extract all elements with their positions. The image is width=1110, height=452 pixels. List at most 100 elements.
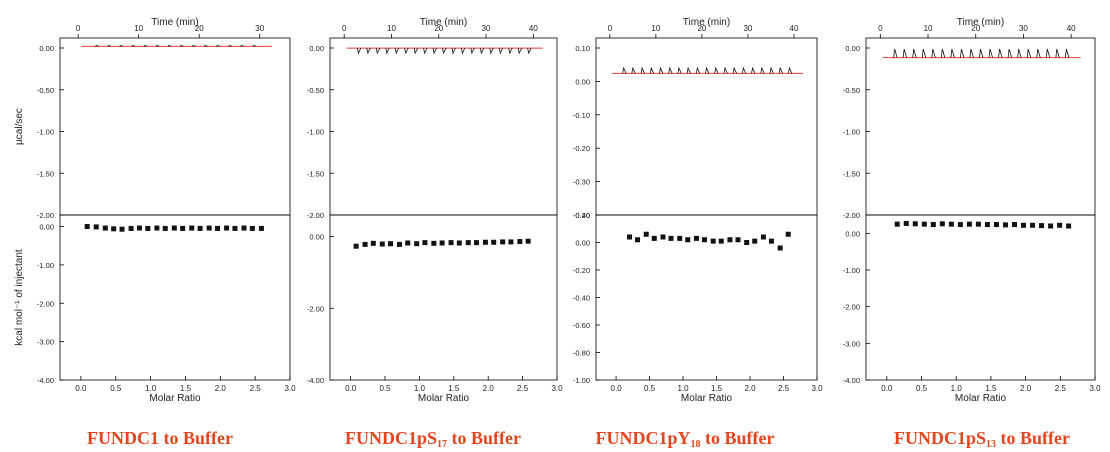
thermogram-y-tick-label: -1.00 (307, 128, 324, 137)
data-point (85, 224, 90, 229)
thermogram-y-tick-label: 0.10 (575, 44, 590, 53)
data-point (242, 226, 247, 231)
data-point (508, 239, 513, 244)
thermogram-y-tick-label: -1.50 (37, 169, 54, 178)
data-point (994, 222, 999, 227)
isotherm-y-tick-label: 0.00 (575, 239, 590, 248)
molar-ratio-tick-label: 0.0 (611, 384, 623, 393)
data-point (1030, 223, 1035, 228)
injection-peak (761, 68, 765, 73)
time-tick-label: 10 (134, 24, 143, 33)
injection-peak (770, 68, 774, 73)
data-point (967, 222, 972, 227)
data-point (180, 226, 185, 231)
injection-peak (405, 48, 409, 53)
caption-tail: to Buffer (701, 428, 775, 448)
time-axis-label: Time (min) (151, 17, 198, 28)
data-point (440, 240, 445, 245)
injection-peak (1008, 49, 1012, 58)
molar-ratio-tick-label: 1.5 (711, 384, 723, 393)
data-point (189, 226, 194, 231)
injection-peak (386, 48, 390, 53)
injection-peak (706, 68, 710, 73)
data-point (1048, 224, 1053, 229)
molar-ratio-tick-label: 1.5 (180, 384, 192, 393)
isotherm-y-tick-label: -2.00 (37, 299, 54, 308)
injection-peak (1065, 49, 1069, 58)
data-point (354, 244, 359, 249)
data-point (786, 232, 791, 237)
molar-ratio-tick-label: 1.5 (985, 384, 997, 393)
molar-ratio-tick-label: 0.0 (75, 384, 87, 393)
molar-ratio-tick-label: 1.0 (145, 384, 157, 393)
time-tick-label: 0 (342, 24, 347, 33)
time-tick-label: 30 (743, 24, 752, 33)
thermogram-frame (866, 38, 1095, 215)
data-point (491, 240, 496, 245)
data-point (761, 235, 766, 240)
injection-peak (894, 49, 898, 58)
data-point (137, 226, 142, 231)
time-axis-label: Time (min) (683, 17, 730, 28)
isotherm-y-tick-label: -1.00 (37, 261, 54, 270)
data-point (397, 242, 402, 247)
molar-ratio-axis-label: Molar Ratio (418, 393, 470, 404)
data-point (232, 226, 237, 231)
molar-ratio-tick-label: 2.5 (250, 384, 262, 393)
data-point (922, 222, 927, 227)
data-point (895, 222, 900, 227)
caption-subscript: 18 (691, 439, 701, 450)
time-tick-label: 0 (878, 24, 883, 33)
time-tick-label: 30 (1019, 24, 1028, 33)
data-point (457, 240, 462, 245)
data-point (702, 237, 707, 242)
data-point (769, 239, 774, 244)
data-point (1066, 224, 1071, 229)
data-point (913, 221, 918, 226)
isotherm-y-tick-label: 0.00 (309, 233, 324, 242)
caption-subscript: 13 (986, 439, 996, 450)
molar-ratio-tick-label: 1.0 (951, 384, 963, 393)
data-point (224, 226, 229, 231)
molar-ratio-tick-label: 0.5 (916, 384, 928, 393)
molar-ratio-tick-label: 1.0 (677, 384, 689, 393)
injection-peak (433, 48, 437, 53)
molar-ratio-tick-label: 0.0 (881, 384, 893, 393)
time-tick-label: 30 (482, 24, 491, 33)
injection-peak (632, 68, 636, 73)
time-tick-label: 10 (924, 24, 933, 33)
molar-ratio-tick-label: 2.5 (778, 384, 790, 393)
data-point (644, 232, 649, 237)
panel-4-caption: FUNDC1pS13 to Buffer (852, 428, 1110, 450)
injection-peak (490, 48, 494, 53)
thermogram-y-tick-label: -1.50 (843, 169, 860, 178)
data-point (1021, 223, 1026, 228)
data-point (744, 240, 749, 245)
molar-ratio-tick-label: 3.0 (284, 384, 296, 393)
injection-peak (376, 48, 380, 53)
panel-2-caption: FUNDC1pS17 to Buffer (303, 428, 563, 450)
injection-peak (742, 68, 746, 73)
molar-ratio-tick-label: 0.5 (644, 384, 656, 393)
caption-tail: to Buffer (996, 428, 1070, 448)
molar-ratio-tick-label: 2.0 (215, 384, 227, 393)
molar-ratio-tick-label: 1.0 (414, 384, 426, 393)
injection-peak (461, 48, 465, 53)
isotherm-frame (330, 215, 557, 380)
data-point (1003, 222, 1008, 227)
data-point (735, 237, 740, 242)
caption-main: FUNDC1pS (345, 428, 437, 448)
data-point (949, 222, 954, 227)
time-tick-label: 30 (255, 24, 264, 33)
data-point (685, 237, 690, 242)
data-point (215, 226, 220, 231)
thermogram-y-tick-label: -0.50 (37, 86, 54, 95)
isotherm-y-tick-label: -1.00 (573, 376, 590, 385)
time-axis-label: Time (min) (957, 17, 1004, 28)
injection-peak (650, 68, 654, 73)
caption-tail: to Buffer (447, 428, 521, 448)
thermogram-y-tick-label: -2.00 (843, 211, 860, 220)
molar-ratio-tick-label: 2.5 (517, 384, 529, 393)
isotherm-y-tick-label: -0.40 (573, 294, 590, 303)
